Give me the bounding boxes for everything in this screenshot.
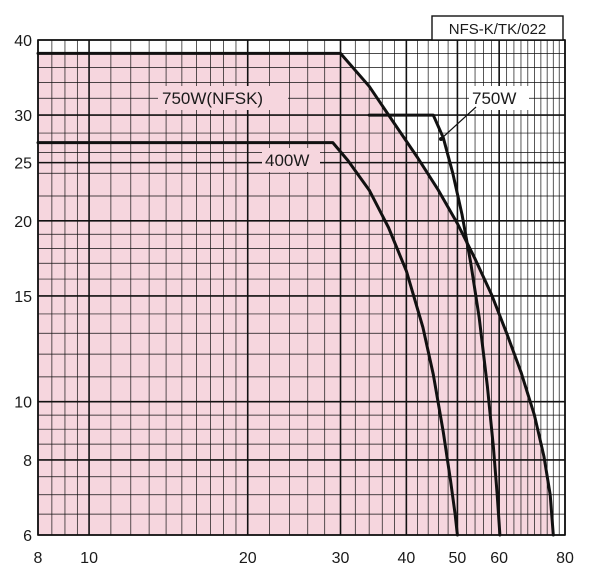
x-tick-label: 60 xyxy=(490,550,508,567)
code-label-box xyxy=(431,15,564,41)
y-tick-label: 30 xyxy=(14,108,32,125)
y-tick-label: 15 xyxy=(14,289,32,306)
y-tick-label: 8 xyxy=(23,453,32,470)
label-leader-750w xyxy=(441,106,477,139)
series-line-1 xyxy=(367,113,502,537)
x-tick-label: 50 xyxy=(449,550,467,567)
shaded-region xyxy=(38,53,554,536)
y-tick-label: 40 xyxy=(14,33,32,50)
code-label: NFS-K/TK/022 xyxy=(449,21,547,38)
x-tick-label: 80 xyxy=(556,550,574,567)
label-bg-400w xyxy=(262,148,320,172)
series-line-2 xyxy=(36,141,459,537)
x-tick-label: 20 xyxy=(239,550,257,567)
label-bg-750w-nfsk xyxy=(158,86,288,110)
y-tick-label: 10 xyxy=(14,395,32,412)
series-label-750w: 750W xyxy=(472,89,516,108)
y-tick-label: 25 xyxy=(14,156,32,173)
label-leader-dot-750w xyxy=(439,137,443,141)
x-tick-label: 40 xyxy=(397,550,415,567)
series-curves xyxy=(36,51,555,537)
series-line-0 xyxy=(36,51,555,537)
x-tick-label: 8 xyxy=(34,550,43,567)
x-tick-label: 30 xyxy=(332,550,350,567)
x-tick-label: 10 xyxy=(80,550,98,567)
y-tick-label: 6 xyxy=(23,528,32,545)
series-label-750w-nfsk: 750W(NFSK) xyxy=(162,89,263,108)
label-bg-750w xyxy=(469,86,529,110)
series-label-400w: 400W xyxy=(265,151,309,170)
y-tick-label: 20 xyxy=(14,214,32,231)
plot-frame xyxy=(37,39,566,536)
